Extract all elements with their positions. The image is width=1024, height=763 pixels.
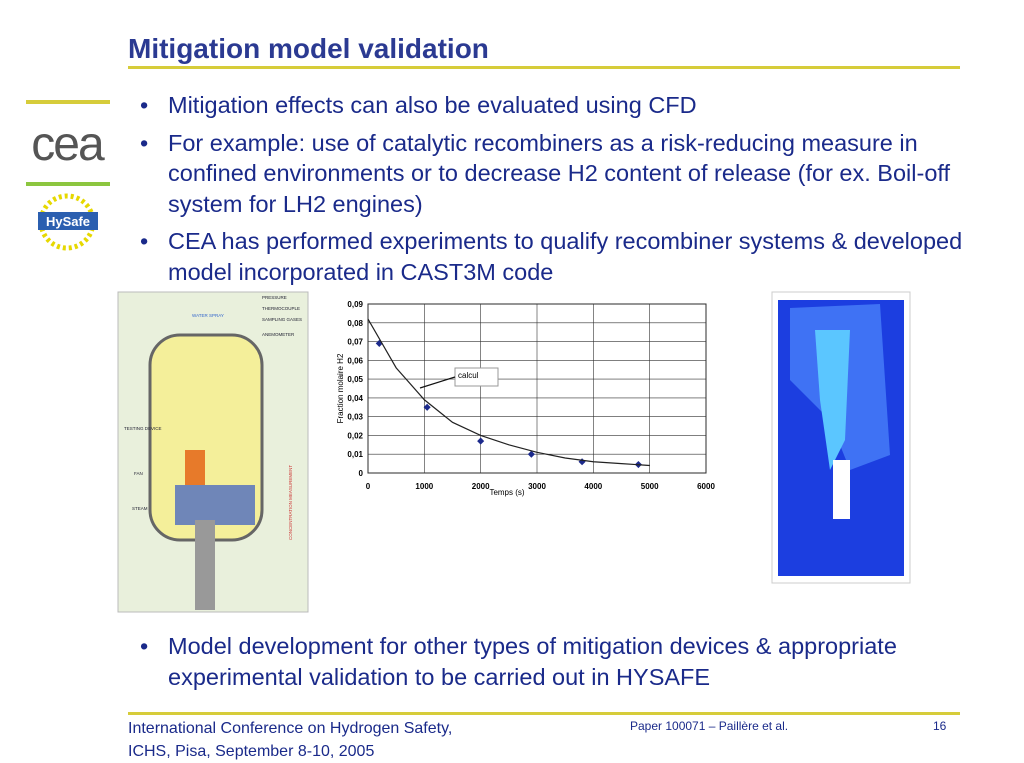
chart: 0 0,01 0,02 0,03 0,04 0,05 0,06 0,07 0,08 0,09 0 10…: [336, 300, 715, 497]
hysafe-banner: [38, 212, 98, 230]
y-tick-label: 0,02: [347, 431, 363, 440]
label: FAN: [134, 471, 143, 476]
y-axis-label: Fraction molaire H2: [336, 353, 345, 423]
curve: [367, 318, 650, 467]
x-tick-label: 6000: [697, 482, 715, 491]
x-tick-label: 0: [366, 482, 371, 491]
annotation: calcul: [458, 371, 479, 380]
label: CONCENTRATION MEASUREMENT: [288, 465, 293, 540]
data-point: [477, 437, 485, 445]
label: TESTING DEVICE: [124, 426, 162, 431]
device-base: [175, 485, 255, 525]
logo-rule: [26, 100, 110, 104]
bullet: CEA has performed experiments to qualify…: [140, 226, 1000, 287]
y-tick-label: 0,01: [347, 450, 363, 459]
x-axis-label: Temps (s): [489, 488, 524, 497]
label: WATER SPRAY: [192, 313, 224, 318]
y-tick-label: 0,05: [347, 375, 363, 384]
x-tick-label: 4000: [584, 482, 602, 491]
legend-item: ANEMOMETER: [262, 332, 295, 337]
x-tick-label: 3000: [528, 482, 546, 491]
vessel-labels: PRESSURE THERMOCOUPLE SAMPLING GASES ANE…: [124, 295, 302, 540]
legend-item: THERMOCOUPLE: [262, 306, 300, 311]
y-tick-label: 0,03: [347, 413, 363, 422]
y-tick-label: 0,09: [347, 300, 363, 309]
y-tick-label: 0,08: [347, 319, 363, 328]
annotation-arrow: [419, 376, 456, 389]
legend-item: PRESSURE: [262, 295, 287, 300]
x-tick-label: 2000: [472, 482, 490, 491]
footer-conference: International Conference on Hydrogen Saf…: [128, 720, 453, 737]
bullet-list: Mitigation effects can also be evaluated…: [140, 90, 1000, 294]
y-tick-label: 0,06: [347, 356, 363, 365]
footer-paper: Paper 100071 – Paillère et al.: [630, 719, 789, 733]
y-tick-label: 0,07: [347, 338, 363, 347]
footer-rule: [128, 712, 960, 715]
bullet: Mitigation effects can also be evaluated…: [140, 90, 1000, 121]
cfd-device: [833, 460, 850, 519]
bullet: Model development for other types of mit…: [140, 631, 1000, 692]
x-tick-label: 5000: [641, 482, 659, 491]
data-point: [423, 403, 431, 411]
support: [195, 520, 215, 610]
y-tick-label: 0: [359, 469, 364, 478]
title-rule: [128, 66, 960, 69]
label: STEAM: [132, 506, 148, 511]
device: [185, 450, 205, 490]
bullet: For example: use of catalytic recombiner…: [140, 128, 1000, 220]
title: Mitigation model validation: [128, 33, 489, 64]
bullet-list: Model development for other types of mit…: [140, 631, 1000, 699]
logo-rule: [26, 182, 110, 186]
y-tick-label: 0,04: [347, 394, 363, 403]
cea-logo: cea: [31, 118, 105, 171]
cfd-core: [815, 330, 850, 470]
page-number: 16: [933, 719, 947, 733]
x-tick-label: 1000: [415, 482, 433, 491]
hysafe-logo: HySafe: [46, 214, 90, 229]
legend-item: SAMPLING GASES: [262, 317, 302, 322]
footer-place: ICHS, Pisa, September 8-10, 2005: [128, 743, 375, 760]
data-point: [527, 450, 535, 458]
